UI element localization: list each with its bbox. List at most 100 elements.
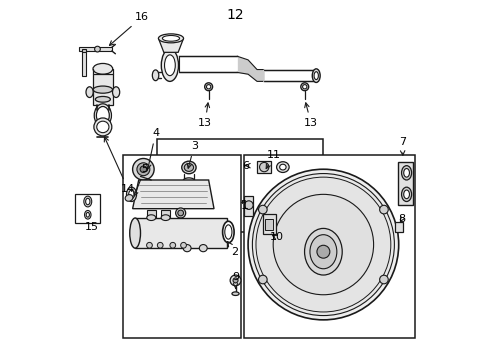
Ellipse shape xyxy=(204,83,212,91)
Ellipse shape xyxy=(206,85,210,89)
Text: 16: 16 xyxy=(109,12,149,45)
Ellipse shape xyxy=(183,178,194,184)
Bar xyxy=(244,196,253,216)
Circle shape xyxy=(137,163,149,176)
Text: 14: 14 xyxy=(104,137,135,194)
Ellipse shape xyxy=(112,87,120,98)
Ellipse shape xyxy=(161,49,178,81)
Ellipse shape xyxy=(93,63,112,74)
Polygon shape xyxy=(79,47,112,51)
Ellipse shape xyxy=(302,85,306,89)
Ellipse shape xyxy=(182,161,196,174)
Circle shape xyxy=(259,162,268,172)
Circle shape xyxy=(316,245,329,258)
Bar xyxy=(156,139,323,232)
Bar xyxy=(398,162,412,205)
Circle shape xyxy=(252,174,394,316)
Ellipse shape xyxy=(279,164,285,170)
Ellipse shape xyxy=(95,96,110,102)
Ellipse shape xyxy=(129,218,140,248)
Ellipse shape xyxy=(312,69,320,82)
Text: 1: 1 xyxy=(240,199,248,212)
Ellipse shape xyxy=(222,221,234,243)
Ellipse shape xyxy=(86,87,93,98)
Circle shape xyxy=(247,169,398,320)
Ellipse shape xyxy=(146,215,155,221)
Ellipse shape xyxy=(152,70,159,81)
Circle shape xyxy=(273,194,373,295)
Ellipse shape xyxy=(164,55,175,76)
Text: 11: 11 xyxy=(265,150,280,168)
Text: 2: 2 xyxy=(227,242,238,257)
Circle shape xyxy=(258,275,266,284)
Text: 7: 7 xyxy=(398,138,405,155)
Ellipse shape xyxy=(85,198,90,205)
Polygon shape xyxy=(82,49,86,76)
Ellipse shape xyxy=(401,187,411,202)
Circle shape xyxy=(132,158,154,180)
Ellipse shape xyxy=(158,34,183,43)
Ellipse shape xyxy=(300,83,308,91)
Bar xyxy=(146,210,155,218)
Ellipse shape xyxy=(304,228,342,275)
Circle shape xyxy=(244,201,253,210)
Bar xyxy=(263,214,275,234)
Ellipse shape xyxy=(86,212,89,217)
Ellipse shape xyxy=(180,242,186,248)
Ellipse shape xyxy=(93,86,112,93)
Ellipse shape xyxy=(169,242,175,248)
Text: 15: 15 xyxy=(85,222,99,231)
Bar xyxy=(244,155,414,338)
Text: 8: 8 xyxy=(397,215,404,224)
Ellipse shape xyxy=(96,107,109,125)
Ellipse shape xyxy=(128,190,134,199)
Ellipse shape xyxy=(97,121,109,133)
Circle shape xyxy=(379,205,387,214)
Text: 13: 13 xyxy=(303,103,317,128)
Ellipse shape xyxy=(183,244,191,252)
Text: 12: 12 xyxy=(226,8,244,22)
Text: 5: 5 xyxy=(133,164,148,196)
Circle shape xyxy=(258,205,266,214)
Circle shape xyxy=(230,275,241,286)
Ellipse shape xyxy=(199,244,207,252)
Text: 13: 13 xyxy=(198,103,212,128)
Ellipse shape xyxy=(161,215,170,221)
Bar xyxy=(122,155,241,338)
Text: 10: 10 xyxy=(269,232,283,242)
Bar xyxy=(161,210,170,218)
Circle shape xyxy=(379,275,387,284)
Ellipse shape xyxy=(276,162,288,172)
Ellipse shape xyxy=(313,72,318,80)
Bar xyxy=(265,220,273,230)
Ellipse shape xyxy=(126,187,136,202)
Ellipse shape xyxy=(309,235,336,269)
Ellipse shape xyxy=(162,36,179,41)
Circle shape xyxy=(175,208,185,218)
Circle shape xyxy=(94,46,100,52)
Text: 6: 6 xyxy=(242,161,250,171)
Circle shape xyxy=(233,278,238,283)
Ellipse shape xyxy=(94,118,112,136)
Polygon shape xyxy=(82,49,86,51)
Text: 4: 4 xyxy=(146,129,159,169)
Ellipse shape xyxy=(94,104,111,127)
Circle shape xyxy=(255,177,390,312)
Ellipse shape xyxy=(184,163,193,171)
Text: 9: 9 xyxy=(231,272,239,288)
Circle shape xyxy=(140,166,146,172)
Ellipse shape xyxy=(403,190,408,199)
Ellipse shape xyxy=(401,166,411,180)
Bar xyxy=(93,74,112,105)
Ellipse shape xyxy=(83,196,92,207)
Ellipse shape xyxy=(146,242,152,248)
Bar xyxy=(257,161,271,173)
Text: 3: 3 xyxy=(187,141,197,168)
Ellipse shape xyxy=(231,292,239,296)
Ellipse shape xyxy=(84,211,91,219)
Circle shape xyxy=(178,210,183,216)
Ellipse shape xyxy=(157,242,163,248)
Ellipse shape xyxy=(125,195,133,201)
Ellipse shape xyxy=(403,168,408,177)
Bar xyxy=(394,222,402,232)
